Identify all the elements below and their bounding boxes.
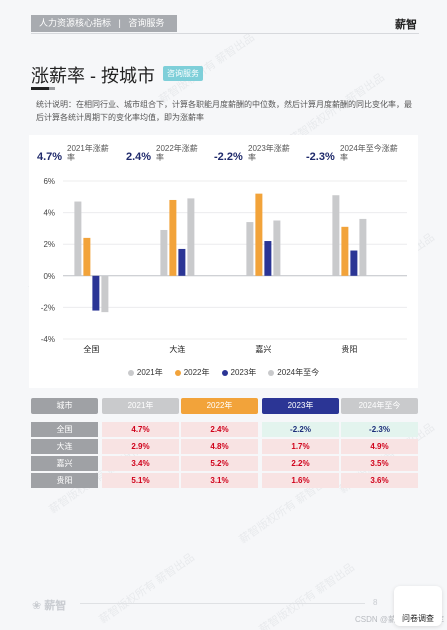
table-row-label: 嘉兴 [31, 456, 98, 471]
bar [187, 198, 195, 276]
header-tag-divider: | [113, 18, 126, 28]
chart-legend: 2021年 2022年 2023年 2024年至今 [29, 367, 418, 378]
table-cell: -2.3% [341, 422, 418, 437]
table-header: 城市 [31, 398, 98, 414]
legend-swatch [268, 369, 275, 376]
kpi-value: -2.3% [306, 151, 335, 163]
table-row-label: 贵阳 [31, 473, 98, 488]
legend-label: 2022年 [183, 368, 210, 377]
table-header: 2024年至今 [341, 398, 418, 414]
kpi-value: 4.7% [37, 151, 63, 163]
bar [246, 222, 254, 276]
bar-chart: -4% -2% 0% 2% 4% 6% 全国 大连 嘉兴 贵阳 [41, 177, 407, 354]
table-cell: 3.1% [181, 473, 258, 488]
x-tick-label: 嘉兴 [255, 344, 271, 354]
y-tick-label: 0% [43, 272, 55, 281]
footer-logo: ❀ 薪智 [32, 597, 66, 613]
legend-swatch [127, 369, 134, 376]
kpi-label: 2024年至今涨薪率 [340, 144, 398, 162]
bar [83, 237, 91, 276]
table-row-label: 全国 [31, 422, 98, 437]
survey-button[interactable]: 问卷调查 [394, 586, 442, 626]
kpi-label: 2021年涨薪率 [67, 144, 109, 162]
bar [341, 226, 349, 276]
legend-item: 2023年 [221, 367, 257, 378]
legend-label: 2023年 [230, 368, 257, 377]
header-tag-right: 咨询服务 [128, 18, 165, 28]
table-row-label: 大连 [31, 439, 98, 454]
legend-swatch [174, 369, 181, 376]
table-cell: 2.2% [262, 456, 339, 471]
table-cell: 4.7% [102, 422, 179, 437]
bar [178, 248, 186, 276]
x-tick-label: 全国 [83, 344, 99, 354]
bar [264, 241, 272, 276]
page-header: 人力资源核心指标 | 咨询服务 薪智 [31, 15, 419, 34]
chart-grid [63, 180, 407, 340]
legend-swatch [221, 369, 228, 376]
table-cell: 5.1% [102, 473, 179, 488]
statistics-description: 统计说明：在相同行业、城市组合下，计算各职能月度薪酬的中位数，然后计算月度薪酬的… [36, 100, 412, 122]
table-cell: 2.9% [102, 439, 179, 454]
x-tick-label: 大连 [169, 344, 185, 354]
chart-card: 4.7% 2021年涨薪率 2.4% 2022年涨薪率 -2.2% 2023年涨… [29, 135, 418, 388]
bar [273, 220, 281, 276]
bar [101, 275, 109, 313]
table-header: 2021年 [102, 398, 179, 414]
table-cell: 4.9% [341, 439, 418, 454]
y-tick-label: 6% [43, 177, 55, 186]
y-tick-label: -4% [41, 335, 55, 344]
table-cell: 3.6% [341, 473, 418, 488]
header-tag-left: 人力资源核心指标 [39, 18, 112, 28]
table-header: 2023年 [262, 398, 339, 414]
table-cell: 3.4% [102, 456, 179, 471]
bar [92, 275, 100, 311]
table-cell: 5.2% [181, 456, 258, 471]
table-cell: 3.5% [341, 456, 418, 471]
bar [359, 218, 367, 276]
y-tick-label: 4% [43, 209, 55, 218]
x-axis: 全国 大连 嘉兴 贵阳 [83, 344, 357, 354]
y-axis: -4% -2% 0% 2% 4% 6% [41, 177, 55, 344]
bar [350, 250, 358, 276]
legend-item: 2021年 [127, 367, 163, 378]
title-underline [31, 87, 49, 90]
bar [160, 229, 168, 276]
legend-label: 2024年至今 [277, 368, 320, 377]
watermark: 薪智版权所有 薪智出品 [97, 551, 197, 627]
legend-item: 2022年 [174, 367, 210, 378]
kpi-value: 2.4% [126, 151, 152, 163]
title-badge: 咨询服务 [163, 66, 203, 81]
page-title: 涨薪率 - 按城市 [31, 66, 155, 86]
page-number: 8 [373, 598, 378, 607]
table-cell: -2.2% [262, 422, 339, 437]
y-tick-label: 2% [43, 240, 55, 249]
bar [255, 193, 263, 276]
legend-item: 2024年至今 [268, 367, 319, 378]
x-tick-label: 贵阳 [341, 344, 357, 354]
survey-label: 问卷调查 [402, 614, 434, 623]
table-cell: 4.8% [181, 439, 258, 454]
logo-icon: ❀ [32, 600, 42, 612]
table-cell: 1.6% [262, 473, 339, 488]
watermark: 薪智版权所有 薪智出品 [257, 561, 357, 630]
bar [332, 195, 340, 276]
chart-bars [74, 193, 367, 313]
legend-label: 2021年 [136, 368, 163, 377]
y-tick-label: -2% [41, 303, 55, 312]
kpi-label: 2023年涨薪率 [248, 144, 290, 162]
kpi-label: 2022年涨薪率 [156, 144, 198, 162]
header-tag: 人力资源核心指标 | 咨询服务 [31, 15, 177, 32]
bar [74, 201, 82, 276]
footer-divider [80, 603, 365, 604]
bar [169, 199, 177, 276]
header-brand: 薪智 [395, 19, 417, 31]
kpi-value: -2.2% [214, 151, 243, 163]
table-cell: 2.4% [181, 422, 258, 437]
footer-logo-text: 薪智 [44, 600, 67, 612]
title-underline-accent [49, 87, 55, 90]
table-cell: 1.7% [262, 439, 339, 454]
table-header: 2022年 [181, 398, 258, 414]
